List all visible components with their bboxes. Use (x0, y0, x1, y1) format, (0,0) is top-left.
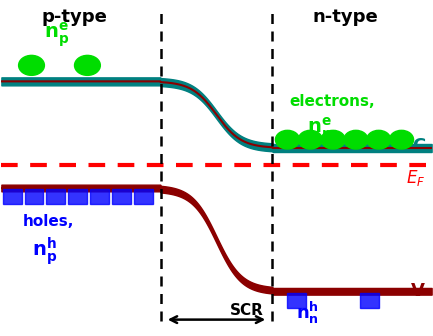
FancyBboxPatch shape (3, 189, 22, 204)
Text: $\mathbf{n^e_p}$: $\mathbf{n^e_p}$ (45, 20, 70, 49)
FancyBboxPatch shape (112, 189, 131, 204)
FancyBboxPatch shape (287, 293, 306, 308)
Circle shape (321, 130, 345, 149)
Circle shape (298, 130, 322, 149)
Text: SCR: SCR (229, 303, 263, 318)
FancyBboxPatch shape (134, 189, 153, 204)
Text: $\mathbf{n^h_n}$: $\mathbf{n^h_n}$ (296, 300, 319, 326)
Text: electrons,: electrons, (290, 94, 375, 109)
Text: C: C (412, 137, 425, 155)
Circle shape (275, 130, 300, 149)
FancyBboxPatch shape (90, 189, 109, 204)
Text: $E_F$: $E_F$ (406, 168, 425, 188)
Circle shape (344, 130, 368, 149)
Circle shape (19, 55, 45, 75)
FancyBboxPatch shape (68, 189, 87, 204)
Circle shape (389, 130, 414, 149)
FancyBboxPatch shape (360, 293, 379, 308)
Text: $\mathbf{n^e_n}$: $\mathbf{n^e_n}$ (307, 115, 332, 141)
Circle shape (74, 55, 100, 75)
Text: $\mathbf{n^h_p}$: $\mathbf{n^h_p}$ (32, 235, 57, 267)
Text: n-type: n-type (313, 8, 378, 26)
FancyBboxPatch shape (46, 189, 65, 204)
Text: V: V (411, 282, 425, 300)
Text: p-type: p-type (42, 8, 107, 26)
Circle shape (367, 130, 391, 149)
Text: holes,: holes, (23, 214, 74, 229)
FancyBboxPatch shape (25, 189, 43, 204)
